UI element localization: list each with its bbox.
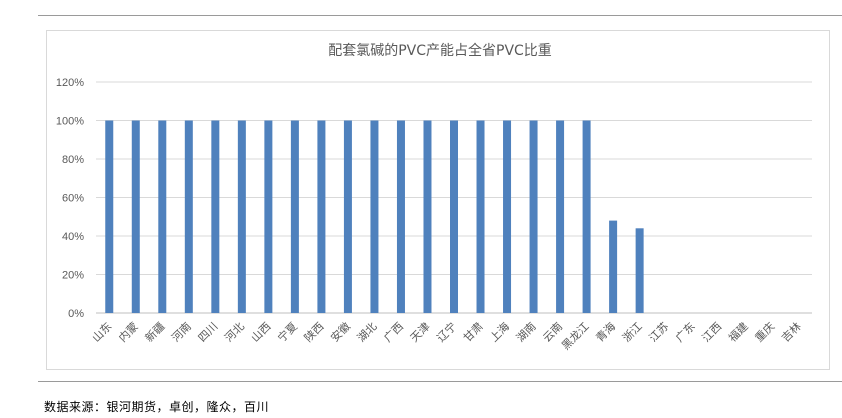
x-tick-label: 四川 xyxy=(196,320,221,345)
y-axis-ticks: 0% 20% 40% 60% 80% 100% 120% xyxy=(56,77,84,320)
bar xyxy=(423,120,432,313)
chart-title: 配套氯碱的PVC产能占全省PVC比重 xyxy=(328,42,552,59)
x-tick-label: 重庆 xyxy=(752,319,777,344)
x-tick-label: 山西 xyxy=(249,320,274,345)
bar xyxy=(450,120,458,313)
y-tick-label: 100% xyxy=(56,116,84,128)
x-tick-label: 福建 xyxy=(725,319,750,344)
bar xyxy=(290,120,299,313)
x-tick-label: 辽宁 xyxy=(434,319,459,344)
x-tick-label: 广东 xyxy=(673,320,698,345)
x-tick-label: 青海 xyxy=(593,319,618,344)
bottom-rule xyxy=(38,381,842,382)
x-axis-ticks: 山东 内蒙 新疆 河南 四川 河北 山西 宁夏 陕西 安徽 湖北 广西 天津 辽宁 甘肃 上海 湖南 云南黑龙江青… xyxy=(90,319,804,352)
x-tick-label: 黑龙江 xyxy=(559,320,592,353)
bar xyxy=(396,120,405,313)
bar xyxy=(556,120,565,313)
x-tick-label: 江西 xyxy=(700,320,725,345)
x-tick-label: 浙江 xyxy=(620,320,645,345)
x-tick-label: 天津 xyxy=(408,320,433,345)
x-tick-label: 河北 xyxy=(222,320,247,345)
y-tick-label: 80% xyxy=(62,154,84,166)
x-tick-label: 安徽 xyxy=(328,319,353,344)
x-tick-label: 江苏 xyxy=(647,320,672,345)
y-tick-label: 40% xyxy=(62,231,84,243)
bar-chart: 配套氯碱的PVC产能占全省PVC比重 0% 20% 40% 60% 80% 100% 120… xyxy=(56,42,812,352)
source-note: 数据来源：银河期货，卓创，隆众，百川 xyxy=(44,400,270,414)
bar xyxy=(105,120,114,313)
x-tick-label: 广西 xyxy=(381,320,406,345)
bar xyxy=(343,120,352,313)
bar xyxy=(184,120,193,313)
bar xyxy=(237,120,246,313)
x-tick-label: 山东 xyxy=(90,320,115,345)
y-tick-label: 60% xyxy=(62,193,84,205)
bar xyxy=(609,220,618,313)
bar xyxy=(264,120,273,313)
x-tick-label: 新疆 xyxy=(142,319,167,344)
y-tick-label: 20% xyxy=(62,270,84,282)
y-tick-label: 120% xyxy=(56,77,84,89)
bar xyxy=(582,120,591,313)
x-tick-label: 上海 xyxy=(487,319,512,344)
bar xyxy=(635,228,644,313)
x-tick-label: 湖北 xyxy=(355,320,380,345)
bar xyxy=(476,120,485,313)
x-tick-label: 内蒙 xyxy=(115,319,140,344)
bar xyxy=(158,120,167,313)
bar xyxy=(131,120,140,313)
x-tick-label: 湖南 xyxy=(514,320,539,345)
bar xyxy=(211,120,220,313)
bar xyxy=(370,120,379,313)
bars xyxy=(105,120,644,313)
x-tick-label: 河南 xyxy=(169,320,194,345)
y-tick-label: 0% xyxy=(68,308,84,320)
bar xyxy=(529,120,538,313)
top-rule xyxy=(38,15,842,16)
x-tick-label: 甘肃 xyxy=(461,320,486,345)
x-tick-label: 陕西 xyxy=(301,319,326,344)
x-tick-label: 吉林 xyxy=(778,319,803,344)
x-tick-label: 宁夏 xyxy=(275,319,300,344)
bar xyxy=(317,120,326,313)
bar xyxy=(503,120,512,313)
